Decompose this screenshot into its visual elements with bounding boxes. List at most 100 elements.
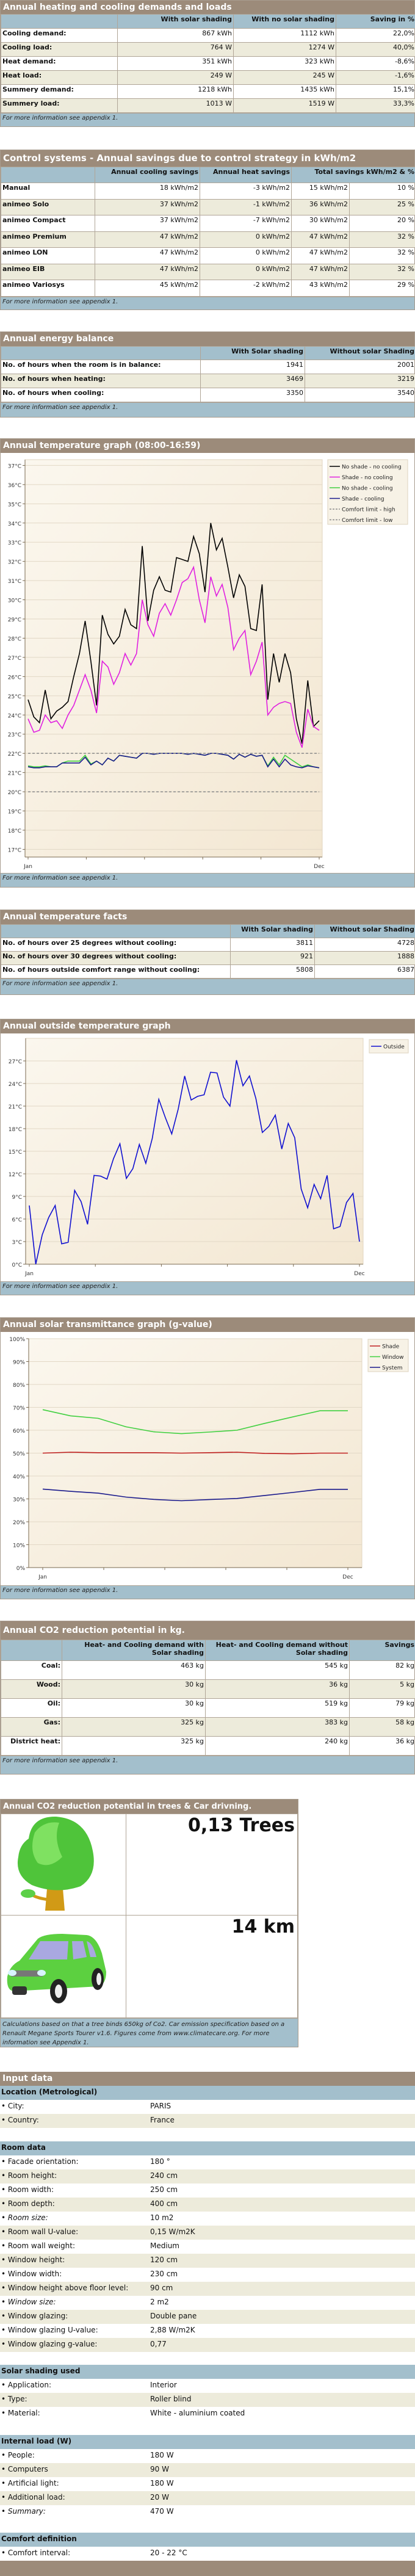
cell-value: 5808 — [230, 964, 315, 979]
y-tick-label: 6°C — [12, 1217, 22, 1223]
column-header: Without solar Shading — [305, 346, 415, 360]
cell-value: 25 % — [349, 198, 415, 215]
cell-value: -1 kWh/m2 — [200, 198, 292, 215]
row-label: Wood: — [1, 1679, 62, 1699]
cell-value: -1,6% — [336, 70, 415, 85]
y-tick-label: 30°C — [8, 598, 21, 604]
row-label: No. of hours over 25 degrees without coo… — [1, 938, 231, 952]
cell-value: 325 kg — [62, 1736, 206, 1756]
input-label: • Window size: — [1, 2298, 56, 2306]
cell-value: 47 kWh/m2 — [95, 247, 200, 264]
section-title: Annual temperature facts — [1, 910, 414, 924]
input-value: 90 W — [150, 2465, 169, 2473]
cell-value: 58 kg — [349, 1717, 415, 1737]
y-tick-label: 25°C — [8, 694, 21, 700]
row-label: Cooling load: — [1, 42, 118, 57]
y-tick-label: 50% — [13, 1452, 25, 1458]
footnote: For more information see appendix 1. — [1, 402, 414, 417]
input-value: 180 ° — [150, 2157, 170, 2166]
input-value: 400 cm — [150, 2199, 178, 2208]
y-tick-label: 0°C — [12, 1262, 22, 1268]
y-tick-label: 28°C — [8, 636, 21, 642]
y-tick-label: 24°C — [8, 713, 21, 719]
column-header — [1, 924, 231, 938]
co2-reduction-table: Annual CO2 reduction potential in kg. Hea… — [0, 1621, 415, 1775]
section-title: Control systems - Annual savings due to … — [1, 150, 414, 167]
section-title: Annual CO2 reduction potential in kg. — [1, 1621, 414, 1640]
input-value: 180 W — [150, 2479, 174, 2487]
cell-value: 383 kg — [205, 1717, 350, 1737]
cell-value: 0 kWh/m2 — [200, 247, 292, 264]
control-systems-table: Control systems - Annual savings due to … — [0, 150, 415, 310]
cell-value: 47 kWh/m2 — [291, 247, 350, 264]
data-table: Heat- and Cooling demand with Solar shad… — [1, 1640, 415, 1756]
cell-value: 79 kg — [349, 1698, 415, 1718]
y-tick-label: 33°C — [8, 540, 21, 546]
cell-value: 921 — [230, 951, 315, 965]
cell-value: 15,1% — [336, 84, 415, 99]
car-distance-value: 14 km — [126, 1915, 298, 2018]
section-title: Annual solar transmittance graph (g-valu… — [1, 1318, 414, 1332]
cell-value: 22,0% — [336, 28, 415, 43]
input-value: 20 W — [150, 2493, 169, 2502]
row-label: No. of hours when cooling: — [1, 388, 201, 402]
table-row: No. of hours when heating: 3469 3219 — [1, 374, 415, 388]
car-icon — [7, 1934, 107, 2003]
cell-value: 40,0% — [336, 42, 415, 57]
row-label: Summery demand: — [1, 84, 118, 99]
heating-cooling-table: Annual heating and cooling demands and l… — [0, 0, 415, 127]
series-line-system — [42, 1488, 348, 1502]
cell-value: 245 W — [233, 70, 336, 85]
input-group-heading: Solar shading used — [0, 2365, 415, 2379]
cell-value: 325 kg — [62, 1717, 206, 1737]
cell-value: 36 kWh/m2 — [291, 198, 350, 215]
input-value: 2,88 W/m2K — [150, 2326, 195, 2334]
column-header: Annual heat savings — [200, 167, 292, 183]
input-data-title: Input data — [0, 2072, 415, 2086]
input-value: Double pane — [150, 2312, 197, 2320]
input-label: • Window glazing U-value: — [1, 2326, 98, 2334]
cell-value: 3469 — [200, 374, 305, 388]
row-label: Heat demand: — [1, 56, 118, 71]
y-tick-label: 10% — [13, 1543, 25, 1549]
header-row: Heat- and Cooling demand with Solar shad… — [1, 1640, 415, 1661]
input-value: 0,77 — [150, 2340, 167, 2348]
y-tick-label: 32°C — [8, 560, 21, 566]
table-row: No. of hours outside comfort range witho… — [1, 964, 415, 979]
cell-value: 45 kWh/m2 — [95, 280, 200, 297]
input-group-heading: Comfort definition — [0, 2533, 415, 2547]
y-tick-label: 35°C — [8, 502, 21, 508]
row-label: Oil: — [1, 1698, 62, 1718]
input-label: • Computers — [1, 2465, 48, 2473]
table-row: Manual 18 kWh/m2 -3 kWh/m2 15 kWh/m2 10 % — [1, 183, 415, 200]
table-row: Summery load: 1013 W 1519 W 33,3% — [1, 98, 415, 113]
table-row: No. of hours over 30 degrees without coo… — [1, 951, 415, 965]
input-label: • Window height above floor level: — [1, 2284, 129, 2292]
data-table: With Solar shading Without solar Shading N… — [1, 346, 415, 402]
temperature-graph: Annual temperature graph (08:00-16:59) 17… — [0, 438, 415, 888]
footnote: For more information see appendix 1. — [1, 873, 414, 887]
footnote: For more information see appendix 1. — [1, 1281, 414, 1295]
x-tick-label: Dec — [342, 1574, 353, 1580]
cell-value: 47 kWh/m2 — [291, 263, 350, 280]
cell-value: 82 kg — [349, 1660, 415, 1680]
y-tick-label: 70% — [13, 1406, 25, 1412]
input-value: 90 cm — [150, 2284, 173, 2292]
series-line-outside — [29, 1060, 360, 1265]
cell-value: 764 W — [117, 42, 234, 57]
energy-balance-table: Annual energy balance With Solar shading W… — [0, 331, 415, 418]
input-value: 240 cm — [150, 2171, 178, 2180]
cell-value: 0 kWh/m2 — [200, 263, 292, 280]
cell-value: 30 kg — [62, 1698, 206, 1718]
legend-label: Outside — [383, 1044, 405, 1051]
row-label: animeo Solo — [1, 198, 95, 215]
input-value: 2 m2 — [150, 2298, 169, 2306]
y-tick-label: 27°C — [8, 656, 21, 662]
input-group-heading: Room data — [0, 2141, 415, 2155]
input-row: • People: 180 W — [0, 2449, 415, 2463]
cell-value: 32 % — [349, 231, 415, 248]
tree-cell — [1, 1814, 126, 1916]
trees-row: 0,13 Trees — [1, 1814, 298, 1916]
car-cell — [1, 1915, 126, 2018]
cell-value: 1112 kWh — [233, 28, 336, 43]
